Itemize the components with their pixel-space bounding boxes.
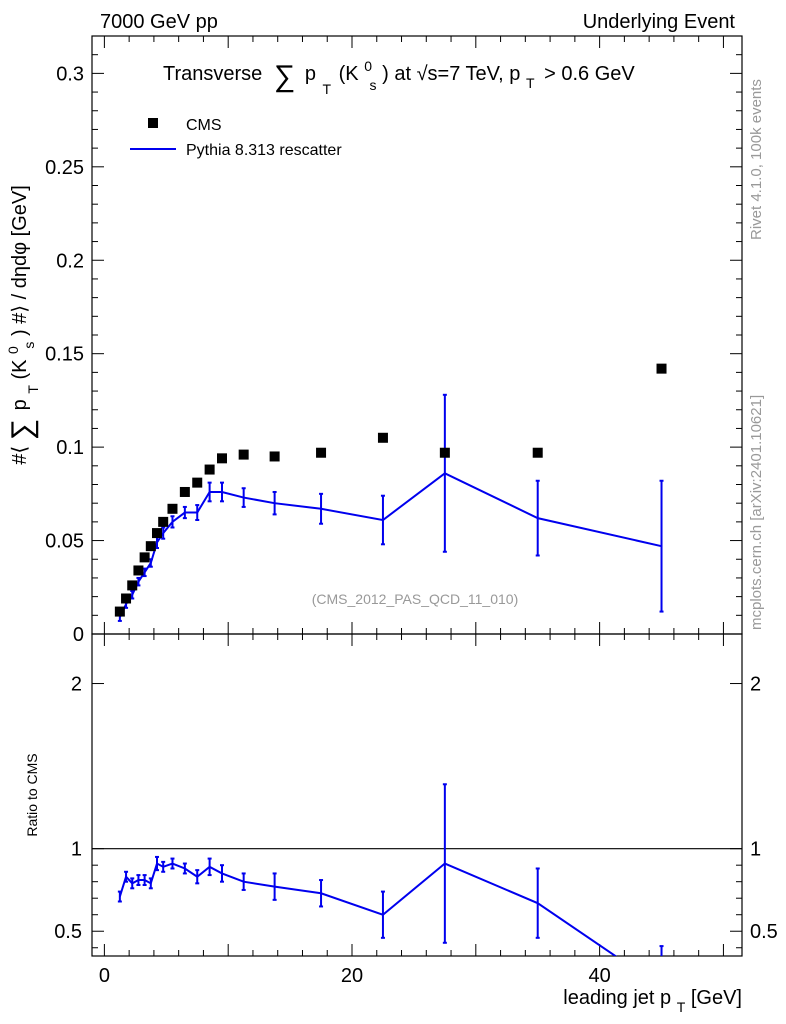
cms-data-point <box>133 565 144 576</box>
legend: CMS Pythia 8.313 rescatter <box>130 117 342 159</box>
title-sub-3: T <box>526 75 535 91</box>
title-sum-symbol: ∑ <box>274 60 295 93</box>
xtick-label: 20 <box>341 965 363 987</box>
header-left: 7000 GeV pp <box>100 11 218 33</box>
cms-data-point <box>114 606 125 617</box>
ylabel-k: (K <box>9 359 31 380</box>
cms-data-point <box>532 447 543 458</box>
ylabel-sup: 0 <box>5 346 21 354</box>
cms-data-point <box>158 516 169 527</box>
rivet-label: Rivet 4.1.0, 100k events <box>748 79 765 240</box>
cms-data-point <box>217 453 227 464</box>
cms-data-point <box>192 477 203 488</box>
title-part-3: (K <box>339 63 360 85</box>
main-ytick-label: 0.3 <box>56 63 84 85</box>
cms-data-point <box>656 363 667 374</box>
main-axis-ticks: 0 0.05 0.1 0.15 0.2 0.25 0.3 <box>45 35 742 646</box>
xlabel-unit: [GeV] <box>691 987 742 1009</box>
ratio-axis-ticks: 0.5 0.51 12 20 20 40 <box>54 634 778 987</box>
ylabel-sum: ∑ <box>6 419 39 440</box>
main-ylabel: #⟨ ∑ p T (K 0 s ) #⟩ / dηdφ [GeV] <box>1 185 43 465</box>
cms-data-point <box>439 447 450 458</box>
ratio-ytick-label: 1 <box>71 839 82 861</box>
ratio-ytick-label: 0.5 <box>54 921 82 943</box>
main-series-layer <box>114 363 667 622</box>
cms-data-point <box>269 451 280 462</box>
title-part-1: Transverse <box>163 63 262 85</box>
mc-series-line <box>118 472 662 618</box>
main-ytick-label: 0.2 <box>56 250 84 272</box>
ratio-series-line <box>118 862 618 956</box>
cms-data-point <box>238 449 249 460</box>
main-ytick-label: 0.15 <box>45 344 84 366</box>
ratio-frame <box>91 633 743 957</box>
mcplots-label: mcplots.cern.ch [arXiv:2401.10621] <box>748 395 765 630</box>
cms-data-point <box>167 503 178 514</box>
ylabel-post: ) #⟩ / dηdφ [GeV] <box>9 185 31 336</box>
ratio-ytick-label-right: 0.5 <box>750 921 778 943</box>
cms-data-point <box>179 486 190 497</box>
title-part-2: p <box>305 63 316 85</box>
title-sup: 0 <box>364 58 372 74</box>
ratio-ylabel: Ratio to CMS <box>24 753 40 836</box>
cms-data-point <box>377 432 388 443</box>
title-part-4: ) at √s=7 TeV, p <box>382 63 520 85</box>
ratio-ytick-label-right: 2 <box>750 674 761 696</box>
legend-cms-marker <box>148 118 158 128</box>
cms-data-point <box>145 541 156 552</box>
header-right: Underlying Event <box>583 11 736 33</box>
cms-data-point <box>316 447 327 458</box>
main-panel: 0 0.05 0.1 0.15 0.2 0.25 0.3 Transverse ∑ p T … <box>45 35 743 646</box>
cms-data-point <box>127 580 138 591</box>
ratio-ytick-label-right: 1 <box>750 839 761 861</box>
ylabel-pre: #⟨ <box>9 446 31 465</box>
title-part-5: > 0.6 GeV <box>544 63 635 85</box>
ratio-series-layer <box>117 783 664 956</box>
ratio-panel: 0.5 0.51 12 20 20 40 <box>54 633 778 987</box>
xlabel-sub: T <box>677 999 686 1015</box>
xlabel: leading jet p T [GeV] <box>563 987 742 1017</box>
main-ytick-label: 0.1 <box>56 437 84 459</box>
ylabel-p: p <box>9 399 31 410</box>
ylabel-s: s <box>21 342 37 349</box>
cms-data-point <box>121 593 132 604</box>
ylabel-sub: T <box>25 385 41 394</box>
ratio-ytick-label: 2 <box>71 674 82 696</box>
plot-title: Transverse ∑ p T (K 0 s ) at √s=7 TeV, p… <box>163 54 635 99</box>
xlabel-main: leading jet p <box>563 987 671 1009</box>
legend-cms-label: CMS <box>186 117 222 134</box>
legend-mc-label: Pythia 8.313 rescatter <box>186 142 342 159</box>
main-ytick-label: 0.05 <box>45 531 84 553</box>
main-ylabel-text: #⟨ ∑ p T (K 0 s ) #⟩ / dηdφ [GeV] <box>1 185 43 465</box>
title-sub-1: T <box>323 81 332 97</box>
cms-data-point <box>152 528 162 539</box>
main-ytick-label: 0.25 <box>45 157 84 179</box>
xtick-label: 40 <box>588 965 610 987</box>
main-ytick-label: 0 <box>73 624 84 646</box>
xtick-label: 0 <box>99 965 110 987</box>
title-sub-2: s <box>370 77 377 93</box>
analysis-watermark: (CMS_2012_PAS_QCD_11_010) <box>312 591 519 607</box>
cms-data-point <box>139 552 150 563</box>
cms-data-point <box>204 464 215 475</box>
